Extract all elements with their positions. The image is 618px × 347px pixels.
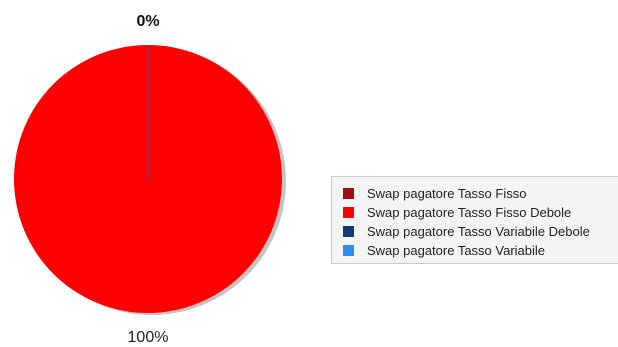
data-label-100-percent: 100% [128, 329, 169, 346]
legend-swatch [343, 207, 354, 218]
legend-label: Swap pagatore Tasso Variabile Debole [367, 224, 590, 239]
data-label-0-percent: 0% [136, 13, 159, 30]
legend-item-tasso-variabile-debole: Swap pagatore Tasso Variabile Debole [343, 222, 618, 241]
legend-item-tasso-fisso: Swap pagatore Tasso Fisso [343, 184, 618, 203]
legend-label: Swap pagatore Tasso Fisso Debole [367, 205, 572, 220]
legend-swatch [343, 245, 354, 256]
legend-item-tasso-variabile: Swap pagatore Tasso Variabile [343, 241, 618, 260]
legend-swatch [343, 226, 354, 237]
pie-slices [14, 45, 282, 313]
legend-label: Swap pagatore Tasso Variabile [367, 243, 546, 258]
legend-label: Swap pagatore Tasso Fisso [367, 186, 527, 201]
legend: Swap pagatore Tasso Fisso Swap pagatore … [331, 176, 618, 264]
legend-swatch [343, 188, 354, 199]
legend-item-tasso-fisso-debole: Swap pagatore Tasso Fisso Debole [343, 203, 618, 222]
